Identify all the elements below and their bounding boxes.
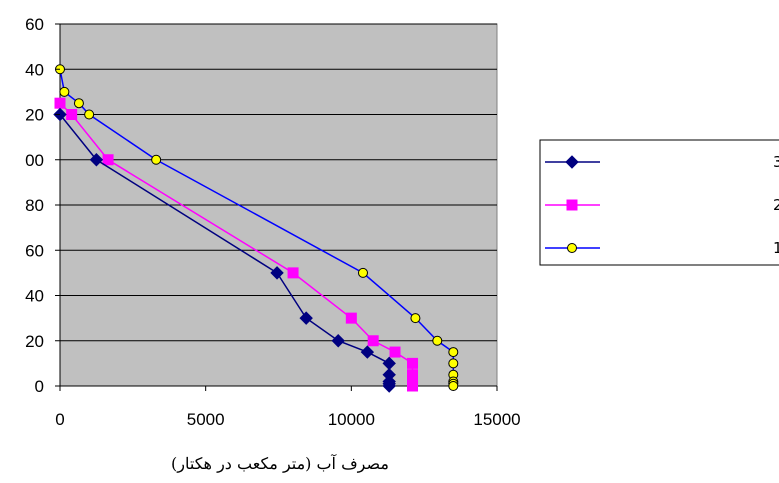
legend-label: مصرف آب کلاستر 2 [773, 196, 779, 214]
data-point-square [367, 335, 379, 347]
y-tick-label: 40 [25, 60, 44, 79]
data-point-circle [448, 347, 459, 358]
data-point-diamond [270, 266, 284, 280]
y-tick-label: 20 [25, 332, 44, 351]
data-point-square [54, 97, 66, 109]
y-tick-label: 40 [25, 287, 44, 306]
y-tick-label: 20 [25, 106, 44, 125]
x-tick-label: 15000 [473, 410, 520, 429]
data-point-circle [448, 381, 459, 391]
data-point-square [407, 380, 419, 392]
data-point-square [389, 346, 401, 358]
legend-entry: مصرف آب کلاستر 1 [545, 239, 779, 257]
x-tick-label: 5000 [187, 410, 225, 429]
y-tick-label: 0 [35, 377, 44, 396]
data-point-diamond [89, 153, 104, 167]
data-point-circle [410, 313, 421, 324]
data-point-square [566, 199, 578, 211]
series [55, 64, 459, 391]
data-point-diamond [565, 155, 579, 169]
data-point-circle [432, 335, 443, 346]
data-point-circle [73, 98, 84, 109]
legend-box [539, 139, 779, 266]
data-point-square [345, 312, 357, 324]
x-tick-label: 0 [55, 410, 64, 429]
data-point-circle [357, 267, 368, 278]
legend-entry: مصرف آب کلاستر 2 [545, 196, 779, 214]
data-point-circle [59, 86, 70, 97]
y-tick-label: 80 [25, 196, 44, 215]
data-point-diamond [360, 345, 375, 359]
y-tick-label: 60 [25, 15, 44, 34]
data-point-circle [567, 243, 577, 253]
x-tick-label: 10000 [328, 410, 375, 429]
data-point-square [102, 154, 114, 166]
legend-entry: مصرف آب کلاستر 3 [545, 153, 779, 171]
data-point-circle [84, 109, 95, 120]
x-axis-label: مصرف آب (متر مکعب در هکتار) [171, 453, 389, 473]
data-point-diamond [331, 334, 345, 348]
data-point-square [407, 357, 419, 369]
legend-label: مصرف آب کلاستر 3 [773, 153, 779, 171]
data-point-diamond [299, 311, 313, 325]
data-point-square [287, 267, 299, 279]
data-point-square [66, 109, 78, 120]
y-tick-label: 60 [25, 241, 44, 260]
legend-label: مصرف آب کلاستر 1 [773, 239, 779, 257]
data-point-square [407, 369, 419, 381]
y-tick-label: 00 [25, 151, 44, 170]
series [54, 97, 419, 392]
data-point-diamond [382, 379, 396, 393]
series [53, 107, 396, 393]
data-point-circle [151, 154, 162, 165]
data-point-circle [448, 358, 459, 369]
